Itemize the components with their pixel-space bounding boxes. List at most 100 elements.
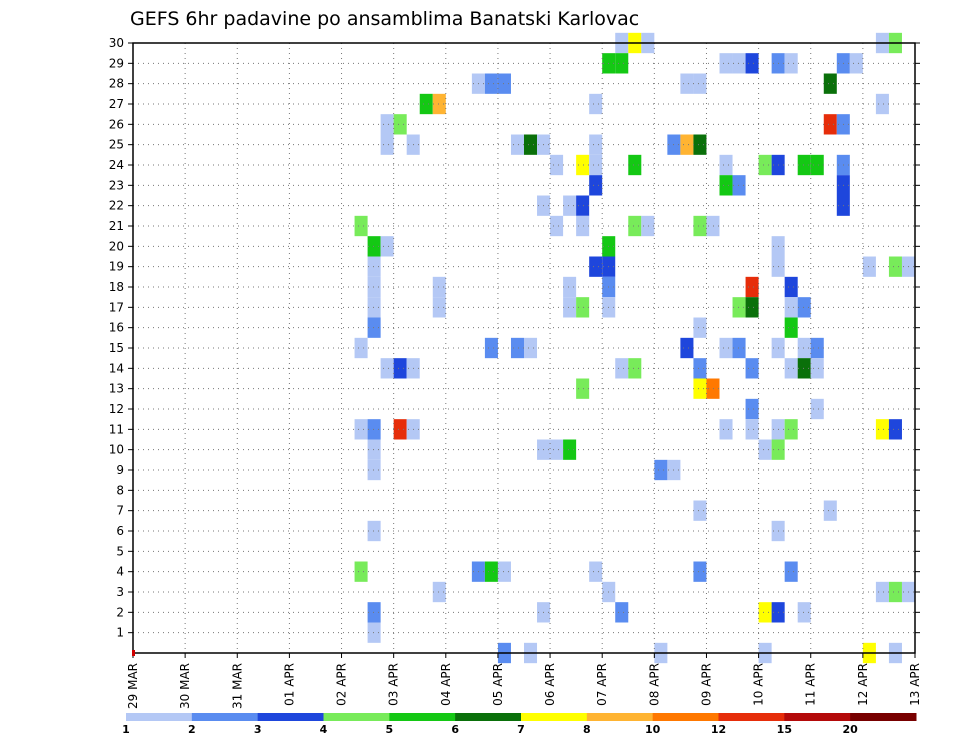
- precip-cell: [367, 276, 381, 298]
- precip-cell: [706, 215, 720, 237]
- x-tick-label: 11 APR: [804, 663, 818, 706]
- precip-cell: [380, 358, 394, 379]
- precip-cell: [810, 358, 824, 379]
- precip-cell: [719, 53, 733, 74]
- colorbar-swatch: [323, 713, 390, 721]
- axes: [128, 42, 920, 658]
- precip-cell: [680, 73, 694, 94]
- colorbar-label: 20: [843, 723, 859, 736]
- precip-cell: [784, 297, 798, 318]
- colorbar-label: 3: [254, 723, 262, 736]
- y-tick-label: 9: [116, 463, 124, 477]
- y-tick-label: 11: [109, 422, 124, 436]
- precip-cell: [367, 256, 381, 277]
- precip-cell: [797, 154, 811, 176]
- y-tick-label: 13: [109, 382, 124, 396]
- precip-cell: [576, 195, 590, 216]
- precip-cell: [745, 53, 759, 74]
- y-tick-label: 21: [109, 219, 124, 233]
- colorbar-swatch: [521, 713, 588, 721]
- precip-cell: [745, 297, 759, 318]
- precip-cell: [393, 419, 407, 440]
- colorbar-swatch: [389, 713, 456, 721]
- y-tick-label: 3: [116, 585, 124, 599]
- x-tick-label: 12 APR: [856, 663, 870, 706]
- x-tick-label: 29 MAR: [126, 663, 140, 709]
- precip-cell: [393, 358, 407, 379]
- precip-cell: [823, 114, 837, 135]
- colorbar-swatch: [191, 713, 259, 721]
- colorbar-label: 8: [583, 723, 591, 736]
- y-tick-label: 28: [109, 77, 124, 91]
- x-tick-label: 08 APR: [647, 663, 661, 706]
- y-tick-label: 30: [109, 36, 124, 50]
- precip-cell: [849, 53, 863, 74]
- precip-cell: [628, 358, 642, 379]
- y-tick-label: 10: [109, 443, 124, 457]
- precip-cell: [563, 276, 577, 298]
- y-tick-label: 18: [109, 280, 124, 294]
- precip-cell: [484, 337, 498, 359]
- y-tick-label: 29: [109, 56, 124, 70]
- precip-cell: [589, 561, 603, 582]
- precip-cell: [797, 297, 811, 318]
- precip-cell: [432, 581, 446, 603]
- x-tick-label: 30 MAR: [178, 663, 192, 709]
- precip-cell: [550, 154, 564, 176]
- precip-cell: [354, 215, 368, 237]
- precip-cell: [784, 419, 798, 440]
- colorbar-label: 7: [517, 723, 525, 736]
- colorbar-swatch: [850, 713, 917, 721]
- precip-cell: [719, 175, 733, 196]
- precip-cell: [550, 215, 564, 237]
- precip-cell: [576, 378, 590, 399]
- y-tick-label: 2: [116, 605, 124, 619]
- precip-cell: [367, 439, 381, 460]
- precip-cell: [367, 520, 381, 542]
- precip-cell: [615, 602, 629, 623]
- precip-cell: [888, 581, 902, 603]
- precip-cell: [432, 276, 446, 298]
- x-tick-labels: 29 MAR 30 MAR 31 MAR 01 APR 02 APR 03 APR 04 A…: [126, 663, 922, 709]
- precip-cell: [524, 337, 538, 359]
- colorbar-swatch: [126, 713, 193, 721]
- precip-cell: [628, 215, 642, 237]
- y-tick-label: 23: [109, 178, 124, 192]
- precip-cell: [732, 337, 746, 359]
- y-tick-label: 4: [116, 565, 124, 579]
- precip-cell: [380, 236, 394, 257]
- precip-cell: [615, 53, 629, 74]
- precip-cell: [784, 358, 798, 379]
- precip-cell: [510, 134, 524, 155]
- precip-cell: [693, 317, 707, 338]
- precip-cell: [563, 195, 577, 216]
- y-tick-label: 20: [109, 239, 124, 253]
- precip-cell: [367, 419, 381, 440]
- precip-cell: [797, 602, 811, 623]
- x-tick-label: 04 APR: [439, 663, 453, 706]
- precip-cell: [393, 114, 407, 135]
- y-tick-labels: 1234567891011121314151617181920212223242…: [109, 36, 124, 640]
- y-tick-label: 1: [116, 626, 124, 640]
- colorbar-label: 5: [386, 723, 394, 736]
- precip-cell: [576, 154, 590, 176]
- y-tick-label: 7: [116, 504, 124, 518]
- x-tick-label: 07 APR: [595, 663, 609, 706]
- precip-cell: [784, 317, 798, 338]
- precip-cell: [719, 337, 733, 359]
- precip-cell: [758, 439, 772, 460]
- precip-cell: [732, 297, 746, 318]
- precip-cell: [732, 53, 746, 74]
- precip-cell: [589, 154, 603, 176]
- precip-cell: [745, 419, 759, 440]
- colorbar-label: 6: [451, 723, 459, 736]
- x-tick-label: 02 APR: [335, 663, 349, 706]
- precip-cell: [354, 561, 368, 582]
- y-tick-label: 15: [109, 341, 124, 355]
- precip-cell: [367, 297, 381, 318]
- colorbar-label: 12: [711, 723, 726, 736]
- precip-cell: [810, 337, 824, 359]
- precip-cell: [719, 154, 733, 176]
- precip-cell: [680, 337, 694, 359]
